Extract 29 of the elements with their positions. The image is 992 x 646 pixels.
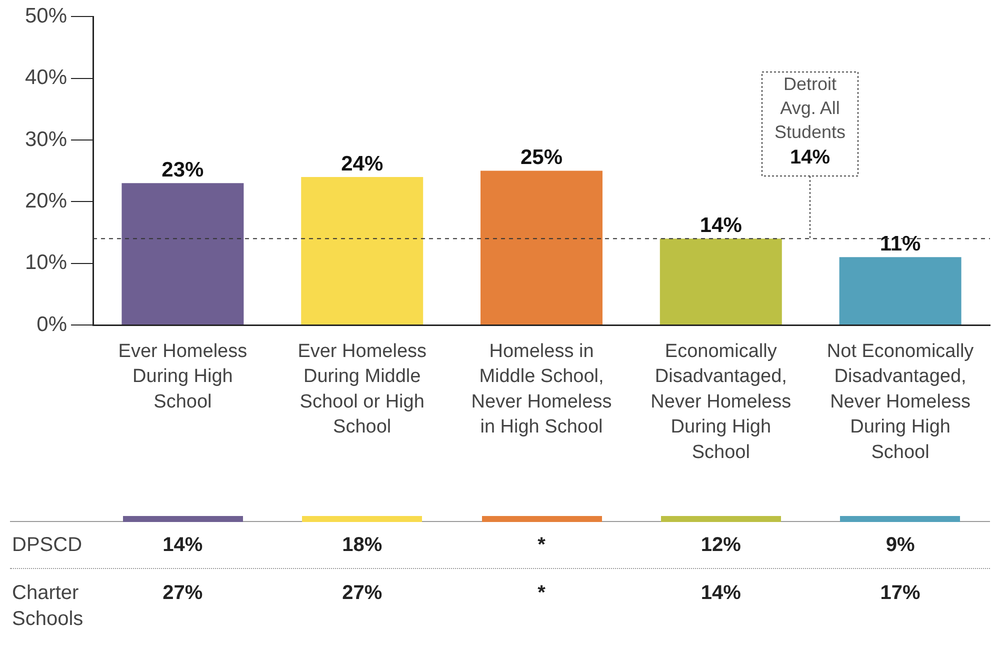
text: 14%: [162, 534, 203, 557]
text: DPSCD: [12, 533, 84, 558]
data-label: 11%: [880, 232, 922, 256]
ref-line-label: Detroit Avg. All Students 14%: [774, 74, 846, 169]
text: 12%: [700, 534, 741, 557]
text: *: [538, 534, 546, 557]
x-tick-label: Ever Homeless During Middle School or High School: [298, 340, 427, 438]
data-label: 25%: [520, 146, 563, 170]
y-tick-label: 20%: [24, 189, 67, 212]
text: 18%: [342, 534, 382, 557]
x-tick-label: Not Economically Disadvantaged, Never Homeless During High School: [826, 340, 974, 463]
y-tick-label: 50%: [24, 4, 67, 28]
y-tick-label: 10%: [24, 251, 67, 274]
y-tick-label: 30%: [24, 128, 67, 151]
data-label: 24%: [341, 152, 384, 176]
y-tick-label: 0%: [36, 312, 67, 336]
text: *: [538, 582, 546, 605]
x-tick-label: Economically Disadvantaged, Never Homeless During High School: [650, 340, 792, 463]
x-tick-label: Ever Homeless During High School: [118, 340, 248, 412]
text: 27%: [162, 582, 203, 605]
text: 14%: [700, 582, 741, 605]
text: 9%: [886, 534, 915, 557]
data-label: 23%: [162, 158, 204, 182]
x-tick-label: Homeless in Middle School, Never Homeless in High School: [471, 340, 612, 438]
text: Charter Schools: [12, 581, 84, 632]
text: 17%: [880, 582, 920, 605]
y-tick-label: 40%: [24, 66, 67, 90]
text: 27%: [342, 582, 382, 605]
data-label: 14%: [700, 214, 742, 237]
